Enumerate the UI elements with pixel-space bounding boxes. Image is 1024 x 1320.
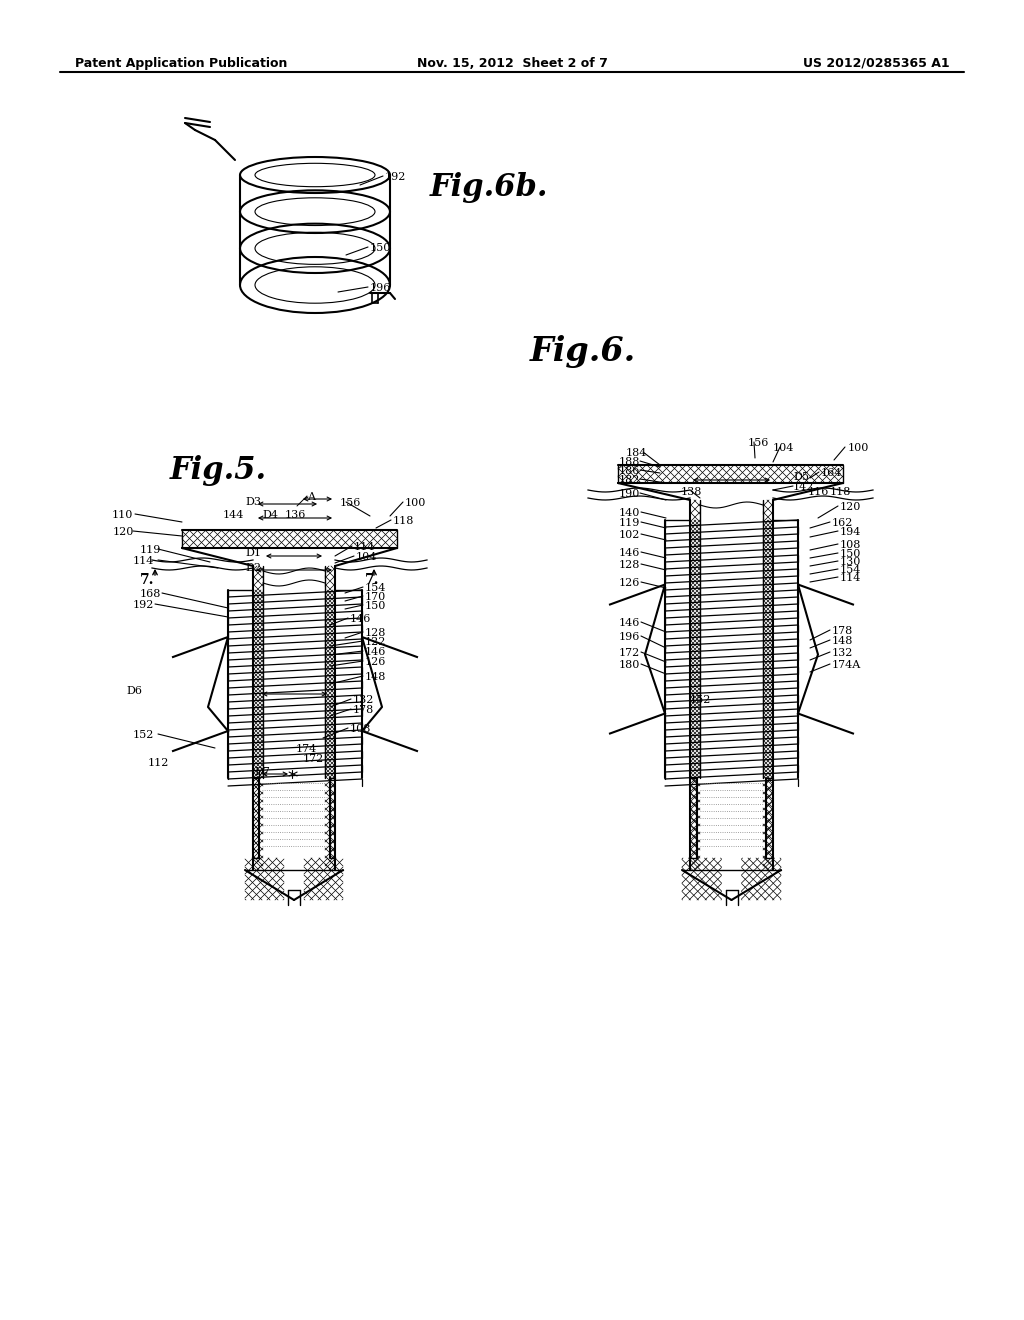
Text: D6: D6 [126, 686, 142, 696]
Text: 164: 164 [821, 469, 843, 478]
Text: 112: 112 [148, 758, 169, 768]
Text: 100: 100 [848, 444, 869, 453]
Text: D2: D2 [245, 564, 261, 573]
Text: 7.: 7. [140, 573, 155, 587]
Text: 152: 152 [690, 696, 712, 705]
Text: 104: 104 [773, 444, 795, 453]
Text: 146: 146 [618, 618, 640, 628]
Text: 118: 118 [393, 516, 415, 525]
Text: 144: 144 [223, 510, 245, 520]
Text: 154: 154 [365, 583, 386, 593]
Text: 154: 154 [840, 565, 861, 576]
Text: 120: 120 [840, 502, 861, 512]
Text: 194: 194 [840, 527, 861, 537]
Text: 136: 136 [285, 510, 306, 520]
Text: 152: 152 [133, 730, 155, 741]
Text: 150: 150 [840, 549, 861, 558]
Text: 180: 180 [618, 660, 640, 671]
Text: 196: 196 [370, 282, 391, 293]
Text: 132: 132 [353, 696, 375, 705]
Text: 7.: 7. [365, 573, 380, 587]
Text: 140: 140 [618, 508, 640, 517]
Text: 126: 126 [618, 578, 640, 587]
Text: 170: 170 [365, 591, 386, 602]
Text: 174A: 174A [831, 660, 861, 671]
Text: 146: 146 [618, 548, 640, 558]
Text: 100: 100 [406, 498, 426, 508]
Text: Patent Application Publication: Patent Application Publication [75, 57, 288, 70]
Text: 138: 138 [681, 487, 702, 498]
Text: 142: 142 [793, 482, 814, 492]
Text: 119: 119 [140, 545, 162, 554]
Text: D4: D4 [262, 510, 278, 520]
Text: 168: 168 [140, 589, 162, 599]
Text: Fig.6.: Fig.6. [530, 335, 636, 368]
Text: 148: 148 [365, 672, 386, 682]
Text: 108: 108 [840, 540, 861, 550]
Text: 128: 128 [365, 628, 386, 638]
Text: 178: 178 [831, 626, 853, 636]
Text: 188: 188 [618, 457, 640, 467]
Text: 174: 174 [296, 744, 317, 754]
Text: 122: 122 [365, 638, 386, 647]
Text: 150: 150 [370, 243, 391, 253]
Text: 130: 130 [840, 557, 861, 568]
Text: 146: 146 [350, 614, 372, 624]
Text: 186: 186 [618, 466, 640, 477]
Text: 150: 150 [365, 601, 386, 611]
Text: 114: 114 [840, 573, 861, 583]
Text: 104: 104 [356, 552, 378, 562]
Text: A: A [307, 492, 315, 502]
Text: Fig.5.: Fig.5. [170, 455, 267, 486]
Text: 184: 184 [626, 447, 647, 458]
Text: 146: 146 [365, 647, 386, 657]
Text: 110: 110 [112, 510, 133, 520]
Text: 178: 178 [353, 705, 374, 715]
Text: 162: 162 [831, 517, 853, 528]
Text: 196: 196 [618, 632, 640, 642]
Text: 128: 128 [618, 560, 640, 570]
Text: 192: 192 [133, 601, 155, 610]
Text: 114: 114 [133, 556, 155, 566]
Text: 156: 156 [340, 498, 361, 508]
Text: D5: D5 [793, 473, 809, 482]
Text: 192: 192 [385, 172, 407, 182]
Text: 118: 118 [830, 487, 851, 498]
Text: US 2012/0285365 A1: US 2012/0285365 A1 [804, 57, 950, 70]
Text: 190: 190 [618, 488, 640, 499]
Text: D3: D3 [245, 498, 261, 507]
Text: 126: 126 [365, 657, 386, 667]
Text: Nov. 15, 2012  Sheet 2 of 7: Nov. 15, 2012 Sheet 2 of 7 [417, 57, 607, 70]
Text: D1: D1 [245, 548, 261, 558]
Text: Fig.6b.: Fig.6b. [430, 172, 549, 203]
Text: 182: 182 [618, 475, 640, 484]
Text: 156: 156 [748, 438, 769, 447]
Text: 116: 116 [808, 487, 829, 498]
Text: 120: 120 [113, 527, 134, 537]
Text: 108: 108 [350, 723, 372, 734]
Text: 102: 102 [618, 531, 640, 540]
Text: 119: 119 [618, 517, 640, 528]
Text: 172: 172 [618, 648, 640, 657]
Text: 114: 114 [354, 543, 376, 552]
Text: 132: 132 [831, 648, 853, 657]
Text: 172: 172 [303, 754, 325, 764]
Text: D7: D7 [254, 767, 270, 777]
Text: 148: 148 [831, 636, 853, 645]
